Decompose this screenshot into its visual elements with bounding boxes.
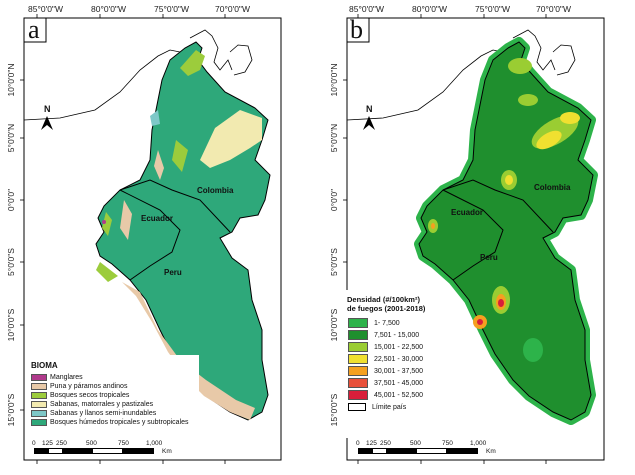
svg-text:5°0'0"S: 5°0'0"S	[6, 248, 16, 276]
panel-letter-a: a	[28, 15, 40, 44]
legend-item-boundary: Límite país	[348, 401, 454, 413]
legend-item: Sabanas, matorrales y pastizales	[31, 400, 199, 409]
legend-item: 7,501 - 15,000	[348, 329, 454, 341]
central-america-outline	[23, 49, 181, 121]
latitude-ticks: 10°0'0"N 5°0'0"N 0°0'0" 5°0'0"S 10°0'0"S…	[329, 63, 339, 426]
svg-text:85°0'0"W: 85°0'0"W	[349, 4, 384, 14]
svg-text:80°0'0"W: 80°0'0"W	[91, 4, 126, 14]
svg-text:85°0'0"W: 85°0'0"W	[28, 4, 63, 14]
latitude-ticks: 10°0'0"N 5°0'0"N 0°0'0" 5°0'0"S 10°0'0"S…	[6, 63, 16, 426]
label-ecuador: Ecuador	[451, 208, 483, 217]
svg-text:10°0'0"S: 10°0'0"S	[329, 308, 339, 341]
svg-text:5°0'0"N: 5°0'0"N	[329, 124, 339, 152]
legend-item: Puna y páramos andinos	[31, 382, 199, 391]
svg-text:80°0'0"W: 80°0'0"W	[412, 4, 447, 14]
map-panel-b: Colombia Ecuador Peru b N 85°0'0"W 80°0'…	[323, 0, 634, 475]
svg-text:10°0'0"S: 10°0'0"S	[6, 308, 16, 341]
label-colombia: Colombia	[534, 183, 571, 192]
legend-item: 45,001 - 52,500	[348, 389, 454, 401]
svg-text:10°0'0"N: 10°0'0"N	[6, 63, 16, 96]
label-peru: Peru	[480, 253, 498, 262]
biome-legend: BIOMA Manglares Puna y páramos andinos B…	[27, 355, 199, 455]
label-peru: Peru	[164, 268, 182, 277]
legend-item: Sabanas y llanos semi-inundables	[31, 409, 199, 418]
legend-item: 1- 7,500	[348, 317, 454, 329]
longitude-ticks: 85°0'0"W 80°0'0"W 75°0'0"W 70°0'0"W	[28, 4, 250, 14]
legend-item: 30,001 - 37,500	[348, 365, 454, 377]
scale-bar: 0 125 250 500 750 1,000 Km	[356, 440, 496, 455]
puna-region	[122, 282, 255, 420]
svg-text:75°0'0"W: 75°0'0"W	[154, 4, 189, 14]
legend-item: Manglares	[31, 373, 199, 382]
legend-item: Bosques húmedos tropicales y subtropical…	[31, 418, 199, 427]
north-label: N	[366, 104, 373, 114]
longitude-ticks: 85°0'0"W 80°0'0"W 75°0'0"W 70°0'0"W	[349, 4, 571, 14]
svg-text:0°0'0": 0°0'0"	[329, 189, 339, 211]
svg-text:5°0'0"S: 5°0'0"S	[329, 248, 339, 276]
legend-item: 37,501 - 45,000	[348, 377, 454, 389]
label-ecuador: Ecuador	[141, 214, 173, 223]
label-colombia: Colombia	[197, 186, 234, 195]
fire-density-map: Colombia Ecuador Peru b N 85°0'0"W 80°0'…	[323, 0, 634, 475]
scale-bar: 0 125 250 500 750 1,000 Km	[32, 440, 172, 455]
north-arrow-icon	[41, 116, 53, 130]
svg-text:0°0'0": 0°0'0"	[6, 189, 16, 211]
legend-item: 15,001 - 22,500	[348, 341, 454, 353]
svg-text:15°0'0"S: 15°0'0"S	[329, 393, 339, 426]
svg-text:75°0'0"W: 75°0'0"W	[475, 4, 510, 14]
legend-item: 22,501 - 30,000	[348, 353, 454, 365]
svg-text:70°0'0"W: 70°0'0"W	[536, 4, 571, 14]
legend-item: Bosques secos tropicales	[31, 391, 199, 400]
panel-letter-b: b	[350, 15, 363, 44]
country-borders	[119, 179, 231, 281]
svg-text:10°0'0"N: 10°0'0"N	[329, 63, 339, 96]
svg-text:15°0'0"S: 15°0'0"S	[6, 393, 16, 426]
savanna-region	[200, 110, 262, 168]
biome-map: Colombia Ecuador Peru a N 85°0'0"W 80°0'…	[0, 0, 311, 475]
map-panel-a: Colombia Ecuador Peru a N 85°0'0"W 80°0'…	[0, 0, 311, 475]
fire-hotspots	[428, 58, 580, 362]
legend-title: Densidad (#/100km²) de fuegos (2001-2018…	[347, 295, 426, 313]
fire-density-legend: Densidad (#/100km²) de fuegos (2001-2018…	[343, 290, 454, 438]
north-label: N	[44, 104, 51, 114]
legend-title: BIOMA	[31, 361, 58, 370]
north-arrow-icon	[363, 116, 375, 130]
svg-text:5°0'0"N: 5°0'0"N	[6, 124, 16, 152]
svg-text:70°0'0"W: 70°0'0"W	[215, 4, 250, 14]
